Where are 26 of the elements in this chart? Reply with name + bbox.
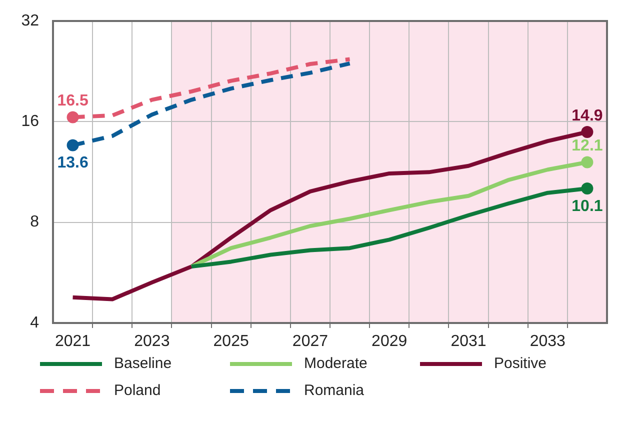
x-tick-label: 2025 [213,333,249,350]
data-label: 16.5 [57,92,88,110]
x-tick-label: 2029 [372,333,408,350]
x-tick-label: 2023 [134,333,170,350]
x-tick-label: 2033 [530,333,566,350]
legend-label: Romania [304,382,364,399]
point [581,156,594,168]
legend-label: Moderate [304,355,368,372]
point [581,182,594,194]
point [66,111,79,124]
x-tick-label: 2027 [292,333,328,350]
y-tick-label: 16 [21,113,40,130]
legend-label: Baseline [114,355,172,372]
data-label: 10.1 [572,198,603,215]
point [66,139,79,152]
x-tick-label: 2031 [450,333,486,350]
y-tick-label: 4 [30,314,40,332]
point [581,126,594,138]
data-label: 12.1 [572,138,603,155]
data-label: 14.9 [572,107,603,124]
legend-label: Positive [494,355,547,372]
x-tick-label: 2021 [54,333,91,350]
y-tick-label: 32 [21,12,40,30]
data-label: 13.6 [57,154,88,172]
y-tick-label: 8 [30,214,40,231]
legend-label: Poland [114,382,161,399]
